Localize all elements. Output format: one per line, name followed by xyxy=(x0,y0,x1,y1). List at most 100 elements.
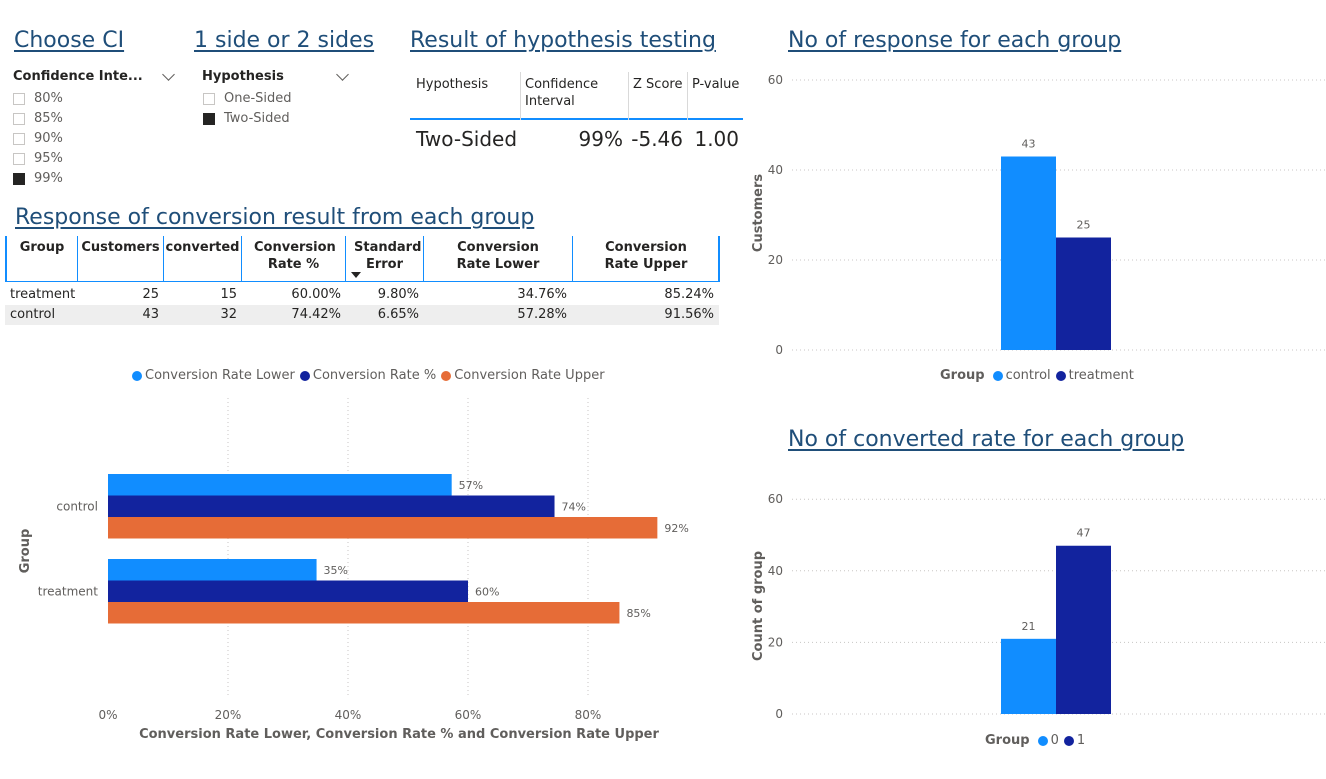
column-divider xyxy=(687,72,688,120)
checkbox-icon[interactable] xyxy=(13,92,25,105)
legend-item[interactable]: Conversion Rate % xyxy=(299,368,436,383)
ci-option[interactable]: 99% xyxy=(13,171,63,186)
legend-item[interactable]: Conversion Rate Upper xyxy=(441,368,605,383)
ci-option-label: 95% xyxy=(34,151,63,166)
y-tick-label: 0 xyxy=(775,707,783,721)
legend-dot-icon xyxy=(441,370,452,381)
data-label: 25 xyxy=(1077,219,1091,232)
legend-label: 0 xyxy=(1050,733,1059,748)
sort-descending-icon[interactable] xyxy=(351,272,361,278)
y-axis-title: Group xyxy=(18,529,33,574)
table-cell: 15 xyxy=(220,287,237,302)
header-cell[interactable]: Group xyxy=(6,236,78,282)
header-cell[interactable]: Conversion Rate % xyxy=(242,236,346,282)
legend-item[interactable]: 0 xyxy=(1037,733,1059,748)
data-label: 35% xyxy=(324,564,348,577)
y-tick-label: 40 xyxy=(768,163,783,177)
legend-dot-icon xyxy=(1037,735,1048,746)
header-cell[interactable]: Conversion Rate Lower xyxy=(424,236,573,282)
data-label: 57% xyxy=(459,479,483,492)
header-cell[interactable]: converted xyxy=(164,236,242,282)
data-label: 21 xyxy=(1022,620,1036,633)
table-cell: control xyxy=(10,307,56,322)
table-cell: 60.00% xyxy=(291,287,341,302)
legend-dot-icon xyxy=(992,370,1003,381)
y-tick-label: treatment xyxy=(38,584,98,598)
y-tick-label: 60 xyxy=(768,492,783,506)
ci-option[interactable]: 80% xyxy=(13,91,63,106)
ci-option[interactable]: 85% xyxy=(13,111,63,126)
table-cell: 91.56% xyxy=(664,307,714,322)
header-cell[interactable]: Conversion Rate Upper xyxy=(573,236,720,282)
bar xyxy=(1056,545,1111,714)
legend-title: Group xyxy=(940,368,985,383)
choose-ci-title: Choose CI xyxy=(14,28,125,53)
bar xyxy=(1001,638,1056,714)
ci-option[interactable]: 95% xyxy=(13,151,63,166)
table-cell: -5.46 xyxy=(631,127,683,151)
checkbox-icon[interactable] xyxy=(13,112,25,125)
legend-label: Conversion Rate Upper xyxy=(454,368,605,383)
legend-dot-icon xyxy=(1055,370,1066,381)
result-title: Result of hypothesis testing xyxy=(410,28,716,53)
chart-legend: Conversion Rate Lower Conversion Rate % … xyxy=(132,368,610,383)
y-tick-label: control xyxy=(56,499,98,513)
hypothesis-option[interactable]: One-Sided xyxy=(203,91,292,106)
bar xyxy=(108,580,468,602)
ci-option-label: 99% xyxy=(34,171,63,186)
legend-label: treatment xyxy=(1068,368,1134,383)
hypothesis-option-label: Two-Sided xyxy=(224,111,290,126)
header-cell: Z Score xyxy=(633,77,683,92)
legend-item[interactable]: treatment xyxy=(1055,368,1134,383)
table-cell: 85.24% xyxy=(664,287,714,302)
ci-option-label: 80% xyxy=(34,91,63,106)
chevron-down-icon[interactable] xyxy=(162,68,175,81)
checkbox-icon[interactable] xyxy=(13,152,25,165)
x-axis-title: Conversion Rate Lower, Conversion Rate %… xyxy=(139,727,659,742)
legend-item[interactable]: Conversion Rate Lower xyxy=(132,368,295,383)
checkbox-icon[interactable] xyxy=(13,132,25,145)
legend-title: Group xyxy=(985,733,1030,748)
y-tick-label: 20 xyxy=(768,253,783,267)
conversion-rate-bar-chart: 0% 20% 40% 60% 80% control 57% 74% 92% treatment 3… xyxy=(18,398,689,742)
table-cell: 43 xyxy=(142,307,159,322)
legend-dot-icon xyxy=(1063,735,1074,746)
x-tick-label: 20% xyxy=(215,708,242,722)
checkbox-icon[interactable] xyxy=(203,92,215,105)
data-label: 85% xyxy=(626,607,650,620)
legend-item[interactable]: control xyxy=(992,368,1051,383)
ci-slicer-header[interactable]: Confidence Inte... xyxy=(13,69,143,84)
checkbox-checked-icon[interactable] xyxy=(13,172,25,185)
converted-rate-title: No of converted rate for each group xyxy=(788,427,1185,452)
header-cell: P-value xyxy=(692,77,740,92)
checkbox-checked-icon[interactable] xyxy=(203,112,215,125)
hypothesis-option-label: One-Sided xyxy=(224,91,292,106)
table-cell: 34.76% xyxy=(517,287,567,302)
x-tick-label: 0% xyxy=(98,708,117,722)
table-cell: 9.80% xyxy=(377,287,419,302)
column-divider xyxy=(520,72,521,120)
chart-legend: Group 0 1 xyxy=(985,733,1090,748)
hypothesis-slicer-header[interactable]: Hypothesis xyxy=(202,69,284,84)
table-cell: 32 xyxy=(220,307,237,322)
bar xyxy=(108,602,620,624)
response-title: No of response for each group xyxy=(788,28,1122,53)
x-tick-label: 40% xyxy=(335,708,362,722)
y-tick-label: 60 xyxy=(768,73,783,87)
data-label: 43 xyxy=(1022,138,1036,151)
header-cell[interactable]: Customers xyxy=(78,236,164,282)
y-axis-title: Customers xyxy=(751,174,766,252)
header-cell[interactable]: Standard Error xyxy=(346,236,424,282)
bar xyxy=(108,559,317,581)
table-row: control 43 32 74.42% 6.65% 57.28% 91.56% xyxy=(5,305,719,325)
hypothesis-option[interactable]: Two-Sided xyxy=(203,111,290,126)
ci-option-label: 90% xyxy=(34,131,63,146)
chart-legend: Group control treatment xyxy=(940,368,1139,383)
bar xyxy=(108,474,452,496)
ci-option[interactable]: 90% xyxy=(13,131,63,146)
conversion-table-title: Response of conversion result from each … xyxy=(15,205,535,230)
legend-item[interactable]: 1 xyxy=(1063,733,1085,748)
header-cell: Confidence Interval xyxy=(525,77,599,109)
chevron-down-icon[interactable] xyxy=(336,68,349,81)
legend-dot-icon xyxy=(299,370,310,381)
